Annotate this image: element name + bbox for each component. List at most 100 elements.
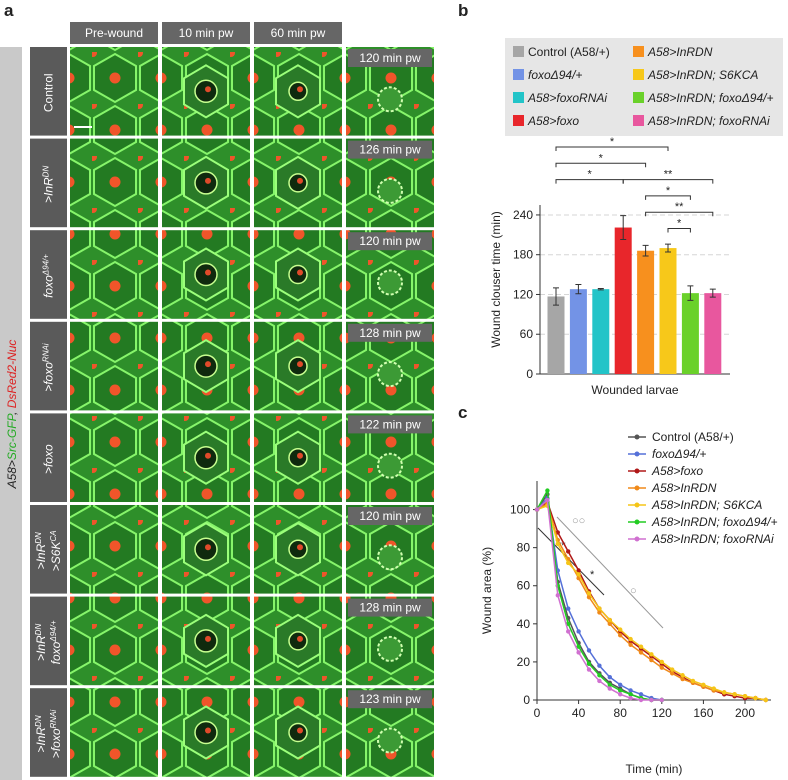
data-point [597,610,602,615]
data-point [670,667,675,672]
time-label: 128 min pw [359,326,421,340]
x-tick-label: 80 [614,706,628,720]
error-bar [620,215,627,240]
y-axis-label: Wound area (%) [480,547,494,634]
row-label-part: foxo [42,275,56,298]
row-label-part: DN [34,624,43,636]
wound-debris [205,269,211,276]
micrograph [70,47,158,136]
column-header-box [162,22,250,44]
side-label-part: A58> [5,460,19,489]
data-point [618,682,623,687]
data-point [628,636,633,642]
micrograph [70,413,158,502]
data-point [618,633,623,638]
significance-label: ** [675,201,684,213]
wound-debris [297,86,303,93]
time-label: 123 min pw [359,692,421,706]
error-bar [687,285,694,301]
micrograph [70,138,158,228]
bar [547,296,565,374]
row-label: Control [42,73,56,112]
row-label: >InRDN [41,166,56,203]
legend-marker [634,451,640,457]
data-point [597,673,602,678]
x-tick-label: 40 [572,706,586,720]
legend-label: Control (A58/+) [652,430,734,444]
legend-marker [634,434,640,440]
data-point [732,692,737,697]
significance-bracket [555,146,669,151]
row-label-line: >S6KCA [49,530,64,571]
row-label-part: Δ94/+ [41,254,50,276]
row-label: >foxo [42,444,56,474]
bar [592,289,610,374]
significance-bracket [555,162,647,168]
row-label-line: foxoΔ94/+ [41,254,56,298]
row-label-part: foxo [49,641,63,664]
legend-marker [634,485,640,491]
row-label-line: Control [42,73,56,112]
row-label-part: >InR [34,727,48,753]
micrograph [70,230,158,319]
data-point [659,665,664,670]
annotation: * [590,569,595,581]
data-point [628,688,633,693]
data-point [555,593,560,598]
data-point [607,617,612,623]
time-label: 126 min pw [359,143,421,157]
side-label-text: A58>Src-GFP, DsRed2-Nuc [5,340,19,490]
data-point [659,697,664,703]
significance-bracket [645,195,691,200]
column-header-box [70,22,158,44]
row-label-part: DN [34,715,43,727]
y-tick-label: 60 [520,327,534,341]
data-point [586,661,592,667]
data-point [618,627,623,632]
row-label-box [30,413,67,502]
data-point [638,697,644,703]
legend-marker [634,536,640,542]
legend-label: A58>InRDN; S6KCA [651,498,762,512]
row-label-box [30,688,67,777]
y-axis-label: Wound clouser time (min) [489,211,503,348]
data-point [638,692,644,697]
significance-label: * [666,185,671,197]
row-label-box [30,505,67,594]
significance-bracket [667,228,691,233]
wound-scar [377,635,403,662]
data-point [534,507,540,512]
row-label-part: DN [41,166,50,178]
row-label-line: >InRDN [41,166,56,203]
micrograph [70,505,158,594]
legend-label: A58>InRDN [651,481,717,495]
time-label-box [348,507,432,525]
significance-label: * [610,136,615,148]
y-tick-label: 60 [517,579,531,593]
wound-scar [377,544,403,571]
row-label: foxoΔ94/+ [41,254,56,298]
data-point [566,629,571,634]
bar [704,293,722,374]
significance-bracket [622,179,714,184]
row-label-part: >InR [34,635,48,661]
x-tick-label: 120 [652,706,672,720]
legend-swatch [633,115,644,126]
row-label-line: >InRDN [34,715,49,752]
time-label-box [348,140,432,159]
wound-debris [205,177,211,184]
data-point [680,676,685,682]
wound-debris [205,86,211,93]
panel-label: b [458,1,468,20]
row-label-box [30,321,67,411]
row-label-part: >foxo [49,728,63,758]
wound-debris [205,635,211,642]
row-label-box [30,230,67,319]
wound-debris [205,452,211,459]
time-label-box [348,49,432,67]
column-header: 10 min pw [179,26,234,40]
data-point [576,644,581,649]
legend-swatch [633,69,644,80]
data-point [566,549,571,554]
y-tick-label: 180 [513,248,533,262]
